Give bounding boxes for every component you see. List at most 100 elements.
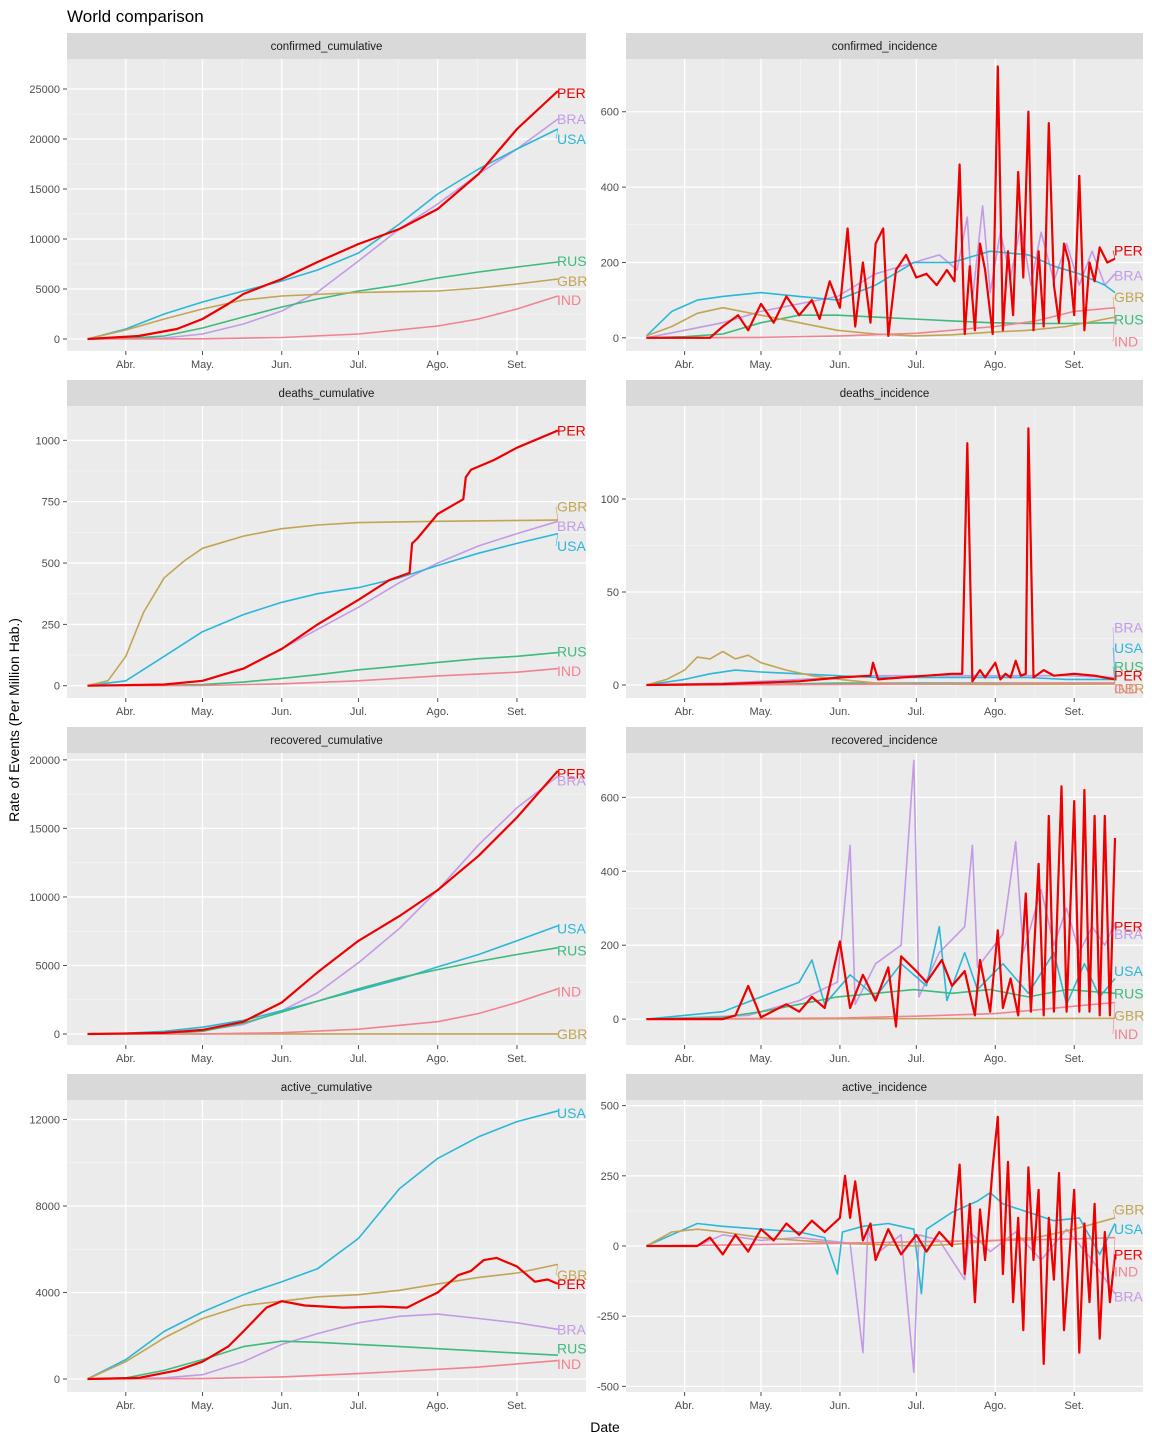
series-label-per: PER [1114, 668, 1143, 684]
x-tick-label: Abr. [116, 359, 136, 371]
label-leader-line [1112, 1002, 1116, 1034]
x-tick-label: Ago. [426, 359, 449, 371]
label-leader-line [555, 533, 559, 546]
series-label-usa: USA [557, 1105, 586, 1121]
series-line-ind [646, 1236, 1116, 1247]
series-label-gbr: GBR [1114, 289, 1144, 305]
x-tick-label: Jul. [350, 1400, 367, 1412]
x-tick-label: Ago. [984, 706, 1007, 718]
series-line-ind [87, 295, 559, 340]
y-tick-label: 0 [54, 681, 60, 693]
y-tick-label: -500 [597, 1381, 619, 1393]
x-tick-label: May. [191, 1400, 214, 1412]
x-tick-label: May. [191, 706, 214, 718]
panel-deaths_incidence: deaths_incidence 0 50 100 Abr. May. Jun. Jul. Ag… [601, 380, 1144, 718]
x-tick-label: Abr. [675, 1053, 695, 1065]
y-tick-label: 20000 [29, 134, 60, 146]
series-line-ind [646, 682, 1115, 686]
x-tick-label: Set. [507, 359, 527, 371]
series-label-per: PER [557, 85, 586, 101]
y-tick-label: 200 [601, 257, 619, 269]
plot-area [626, 406, 1143, 698]
facet-title: recovered_incidence [831, 735, 937, 747]
y-tick-label: 1000 [36, 435, 60, 447]
series-line-ind [646, 1001, 1116, 1020]
x-tick-label: Jun. [830, 1053, 851, 1065]
label-leader-line [1112, 666, 1116, 684]
x-tick-label: Jul. [350, 1053, 367, 1065]
series-label-rus: RUS [557, 643, 587, 659]
x-tick-label: Set. [507, 706, 527, 718]
label-leader-line [1112, 1237, 1116, 1272]
panel-confirmed_incidence: confirmed_incidence 0 200 400 600 Abr. May. Jun… [601, 33, 1144, 371]
y-tick-label: 0 [613, 1241, 619, 1253]
x-tick-label: Ago. [984, 1053, 1007, 1065]
series-label-rus: RUS [1114, 312, 1144, 328]
y-tick-label: 25000 [29, 84, 60, 96]
x-tick-label: Jun. [271, 1400, 292, 1412]
series-label-rus: RUS [557, 253, 587, 269]
y-tick-label: 100 [601, 494, 619, 506]
label-leader-line [555, 128, 559, 140]
x-tick-label: Set. [1064, 1053, 1084, 1065]
series-line-bra [87, 1313, 559, 1380]
series-label-usa: USA [557, 920, 586, 936]
series-label-per: PER [557, 423, 586, 439]
x-tick-label: Jul. [908, 706, 925, 718]
facet-strip [67, 33, 586, 59]
facet-strip [626, 33, 1143, 59]
series-label-usa: USA [1114, 963, 1143, 979]
series-line-per [87, 770, 559, 1036]
series-line-bra [646, 205, 1116, 339]
facet-title: deaths_cumulative [279, 388, 375, 400]
series-label-ind: IND [557, 292, 581, 308]
series-label-usa: USA [1114, 640, 1143, 656]
series-label-bra: BRA [557, 518, 586, 534]
x-tick-label: Ago. [984, 1400, 1007, 1412]
x-tick-label: May. [749, 1400, 772, 1412]
x-tick-label: Set. [1064, 359, 1084, 371]
series-line-usa [87, 1110, 559, 1380]
x-tick-label: Jun. [830, 1400, 851, 1412]
x-tick-label: May. [191, 359, 214, 371]
y-tick-label: 8000 [36, 1201, 60, 1213]
facet-title: recovered_cumulative [270, 735, 383, 747]
y-tick-label: 10000 [29, 892, 60, 904]
series-label-ind: IND [557, 984, 581, 1000]
x-tick-label: Jun. [271, 1053, 292, 1065]
facet-title: deaths_incidence [840, 388, 930, 400]
plot-area [67, 59, 586, 351]
series-line-ind [87, 667, 558, 687]
label-leader-line [1112, 922, 1116, 935]
series-label-gbr: GBR [1114, 681, 1144, 697]
series-label-rus: RUS [1114, 985, 1144, 1001]
x-tick-label: Abr. [675, 359, 695, 371]
x-tick-label: Abr. [116, 706, 136, 718]
series-line-per [646, 427, 1116, 687]
series-line-per [646, 1115, 1117, 1366]
series-label-gbr: GBR [557, 499, 587, 515]
y-tick-label: 750 [42, 497, 60, 509]
x-tick-label: Set. [1064, 1400, 1084, 1412]
x-tick-label: Jun. [830, 706, 851, 718]
y-tick-label: 50 [607, 587, 619, 599]
series-line-gbr [646, 306, 1116, 337]
series-label-bra: BRA [1114, 268, 1143, 284]
series-line-usa [87, 128, 559, 340]
facet-title: active_cumulative [281, 1082, 372, 1094]
series-label-ind: IND [1114, 334, 1138, 350]
facet-title: confirmed_incidence [832, 41, 937, 53]
series-label-gbr: GBR [1114, 1007, 1144, 1023]
y-tick-label: 250 [601, 1171, 619, 1183]
plot-area [67, 406, 586, 698]
series-line-rus [87, 651, 558, 687]
label-leader-line [1112, 1209, 1116, 1218]
x-tick-label: Set. [507, 1400, 527, 1412]
y-tick-label: 0 [54, 334, 60, 346]
x-tick-label: Set. [507, 1053, 527, 1065]
x-tick-label: Jun. [830, 359, 851, 371]
y-tick-label: 600 [601, 107, 619, 119]
series-line-per [646, 65, 1116, 339]
x-tick-label: Jul. [908, 359, 925, 371]
series-line-ind [646, 306, 1116, 339]
